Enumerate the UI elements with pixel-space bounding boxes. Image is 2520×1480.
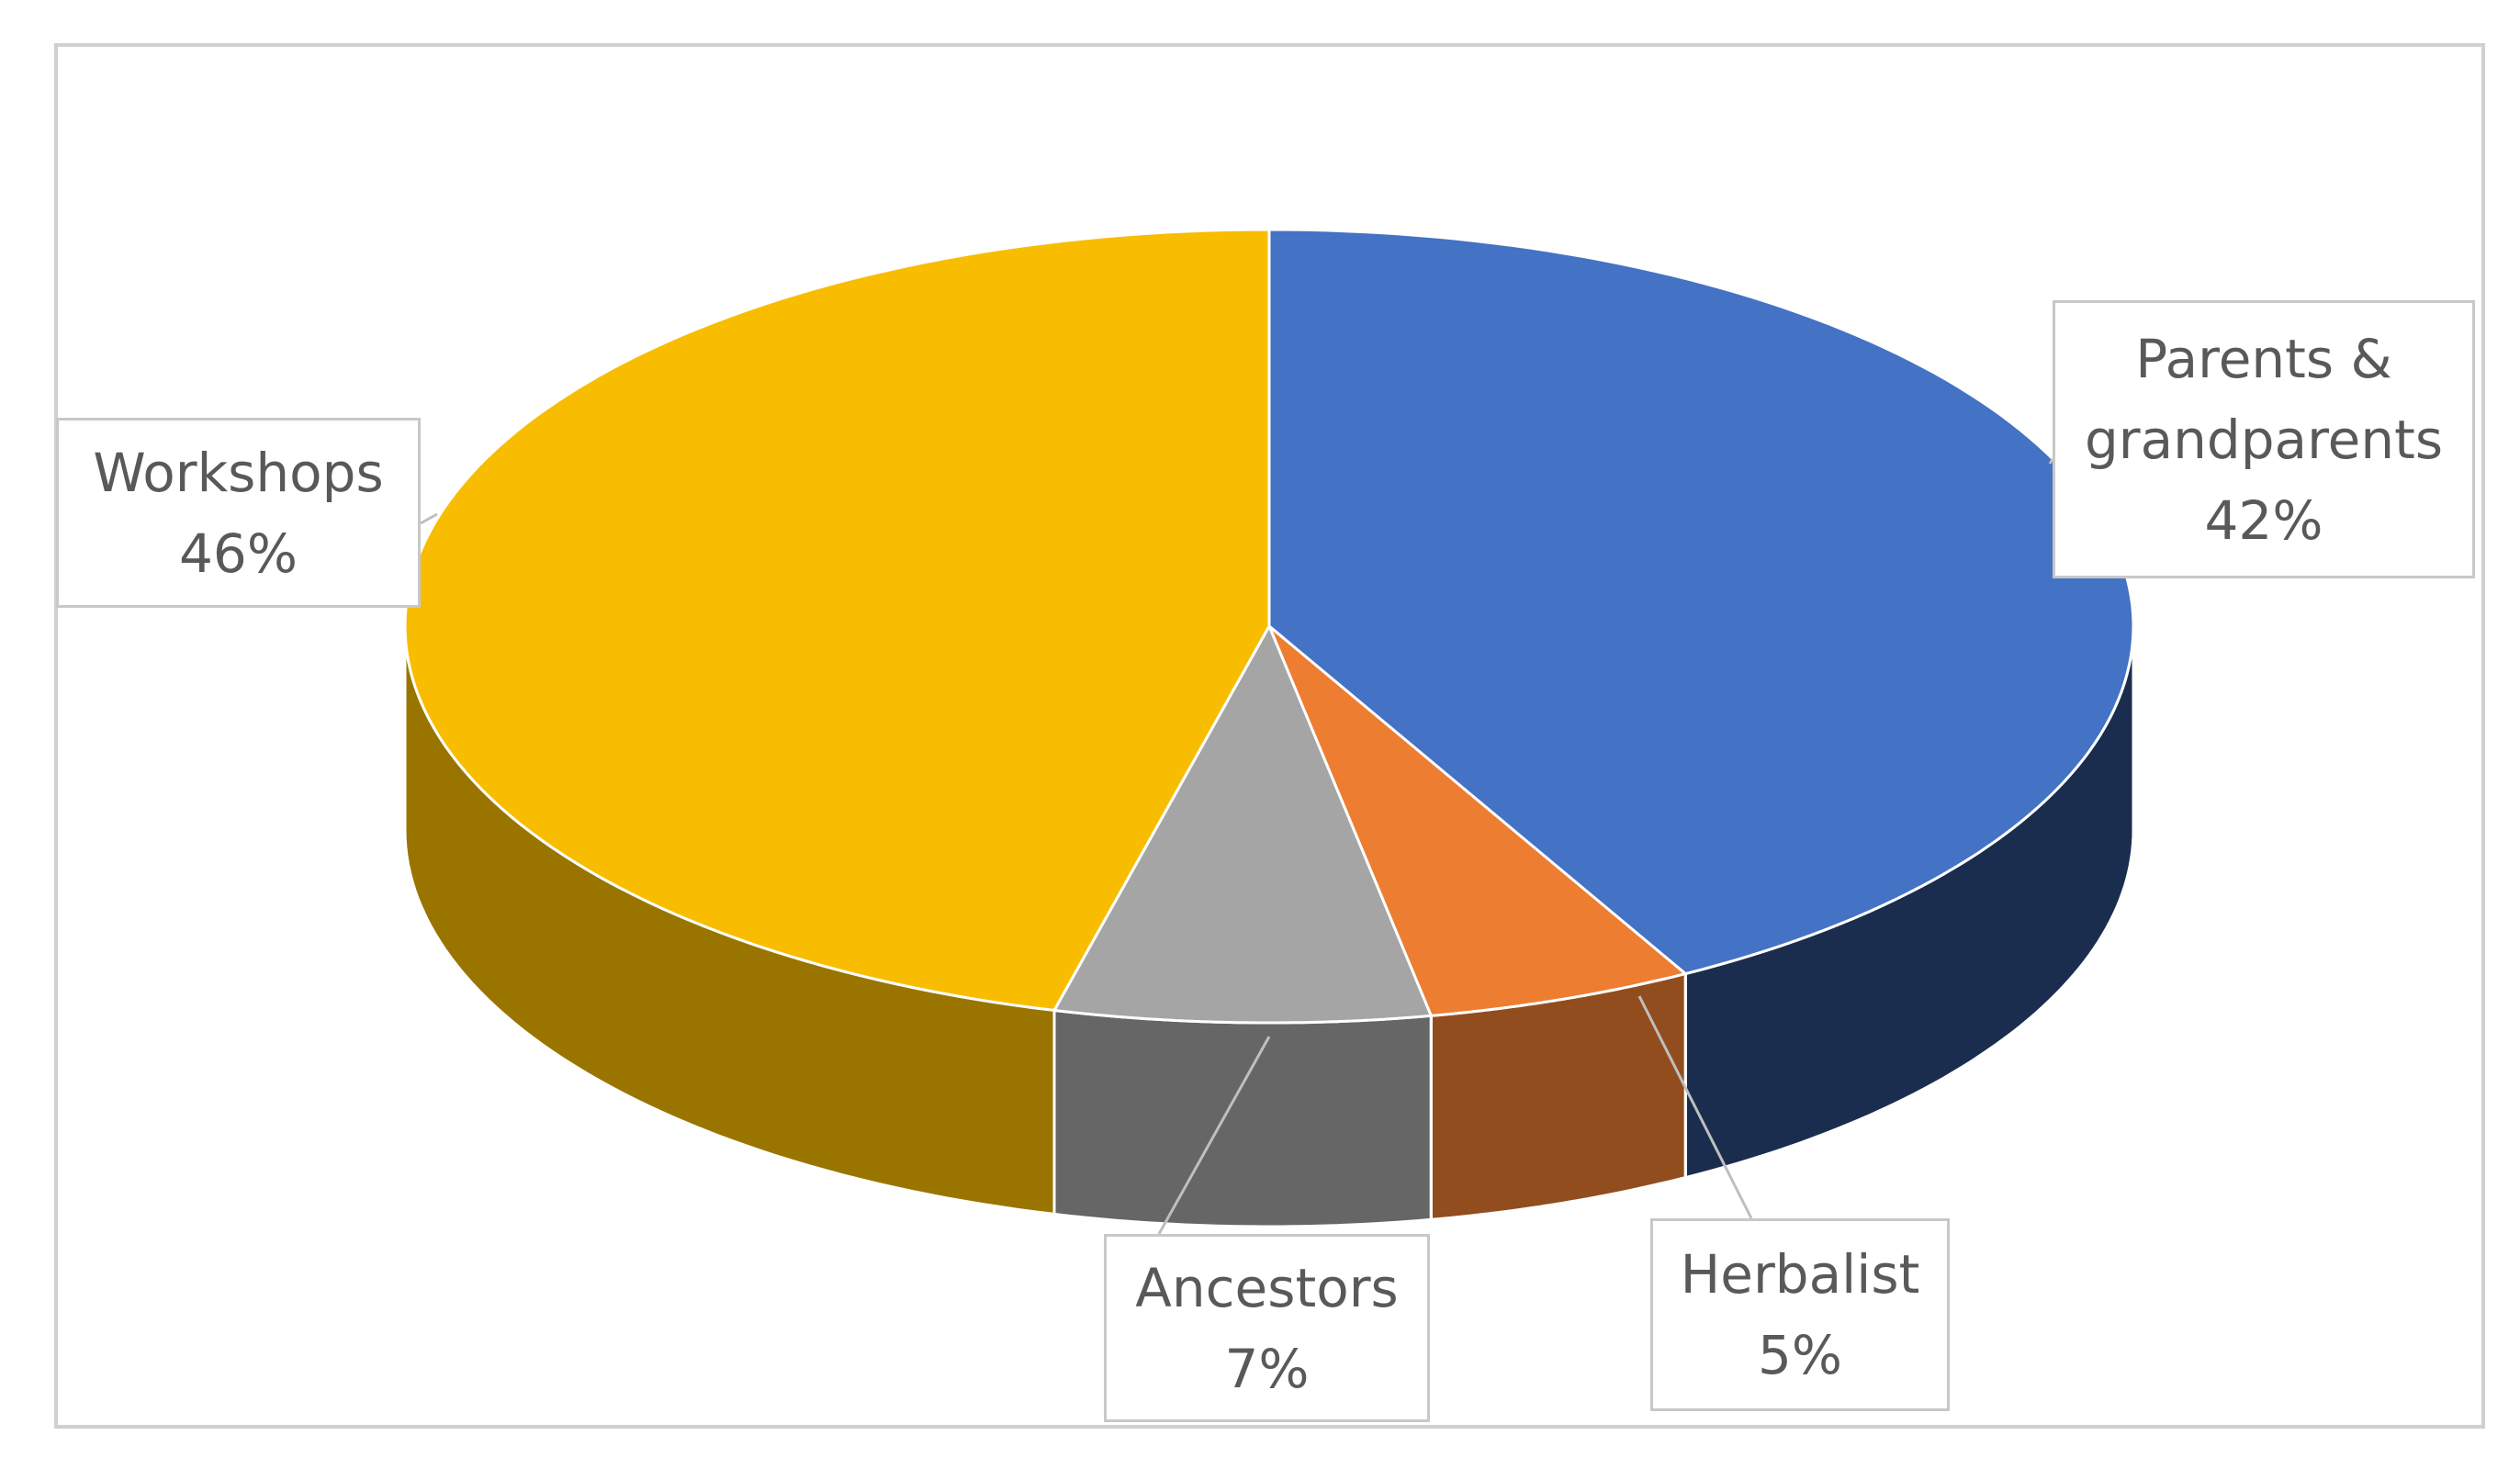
leader-line xyxy=(1157,1036,1271,1235)
value-label: 5% xyxy=(1757,1324,1842,1386)
data-label: Parents & grandparents 42% xyxy=(2053,300,2475,578)
category-label: Herbalist xyxy=(1680,1243,1920,1306)
value-label: 7% xyxy=(1224,1337,1310,1400)
slice xyxy=(1052,622,1434,1025)
data-label: Ancestors 7% xyxy=(1104,1234,1430,1422)
leader-line xyxy=(420,512,438,525)
leader-line xyxy=(2048,458,2054,465)
slice xyxy=(1267,624,1689,1017)
slice-side xyxy=(1052,1008,1433,1228)
value-label: 42% xyxy=(2204,488,2323,552)
category-label: Ancestors xyxy=(1135,1256,1399,1319)
data-label: Workshops 46% xyxy=(56,418,421,608)
value-label: 46% xyxy=(179,521,298,585)
category-label: Workshops xyxy=(93,441,384,504)
data-label: Herbalist 5% xyxy=(1650,1218,1950,1411)
category-label: Parents & grandparents xyxy=(2084,327,2444,471)
leader-line xyxy=(1637,995,1753,1219)
